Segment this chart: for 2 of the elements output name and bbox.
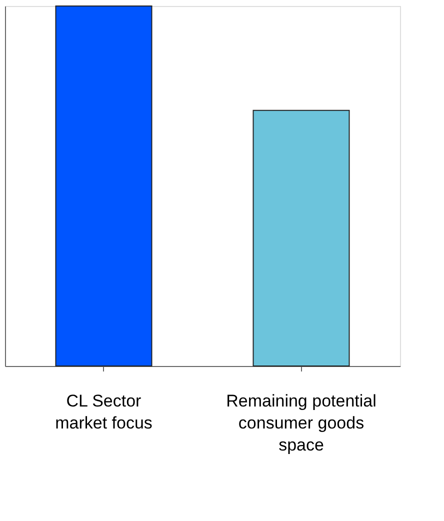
x-tick-label: CL Sector market focus (55, 392, 152, 432)
x-tick-label: Remaining potential consumer goods space (226, 392, 376, 454)
